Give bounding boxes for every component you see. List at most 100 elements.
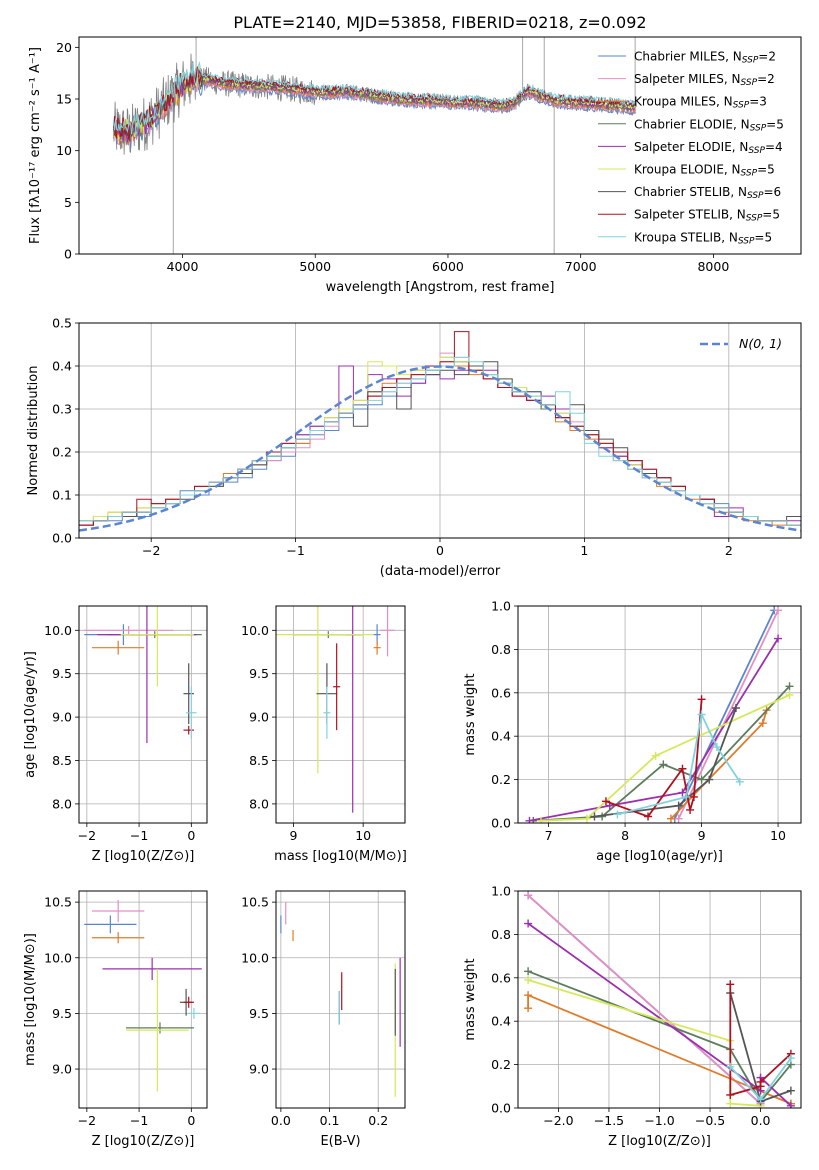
- weight-series-line: [605, 699, 703, 818]
- y-tick-label: 0.8: [491, 927, 511, 942]
- figure-title: PLATE=2140, MJD=53858, FIBERID=0218, z=0…: [233, 13, 646, 32]
- x-tick-label: −2: [78, 828, 96, 843]
- errorbar-point: [84, 625, 174, 635]
- legend-entry: N(0, 1): [739, 336, 782, 351]
- normal-curve-line: [79, 365, 801, 532]
- y-tick-label: 5: [64, 195, 72, 210]
- y-tick-label: 0.0: [491, 1101, 511, 1116]
- residuals-axes: −2 −1 0 1 2 0.0 0.1 0.2 0.3 0.4 0.5: [52, 316, 801, 558]
- spectrum-frame: [78, 36, 802, 255]
- y-tick-label: 9.5: [249, 1006, 269, 1021]
- x-tick-label: 0.1: [320, 1113, 340, 1128]
- weight-point-marker: [786, 1101, 795, 1108]
- weight-point-marker: [712, 743, 721, 752]
- y-tick-label: 0: [64, 247, 72, 262]
- weight-point-marker: [613, 810, 622, 819]
- errorbar-point: [183, 725, 194, 735]
- x-tick-label: 10: [770, 828, 786, 843]
- legend-entry: Chabrier MILES, NSSP=2: [634, 50, 776, 66]
- y-tick-label: 8.5: [249, 753, 269, 768]
- errorbar-point: [92, 899, 145, 923]
- x-tick-label: 9: [289, 828, 297, 843]
- mass-weight-vs-z-plot-area: [524, 891, 795, 1108]
- x-tick-label: 0.0: [751, 1113, 771, 1128]
- y-tick-label: 0.6: [491, 970, 511, 985]
- errorbar-point: [187, 1007, 201, 1019]
- y-tick-label: 10: [56, 143, 72, 158]
- x-tick-label: −1: [130, 1113, 148, 1128]
- errorbar-point: [120, 606, 194, 687]
- legend-entry: Kroupa MILES, NSSP=3: [634, 95, 767, 111]
- errorbar-point: [323, 686, 331, 739]
- errorbar-point: [183, 663, 194, 725]
- age-vs-z-plot-area: [84, 606, 202, 744]
- y-tick-label: 0.4: [491, 1014, 511, 1029]
- age-vs-z-ylabel: age [log10(age/yr)]: [23, 651, 38, 778]
- y-tick-label: 10.0: [241, 950, 269, 965]
- spectrum-axes: 4000 5000 6000 7000 8000 0 5 10 15 20: [56, 40, 729, 274]
- errorbar-point: [333, 643, 341, 731]
- x-tick-label: 7: [545, 828, 553, 843]
- errorbar-point: [380, 606, 395, 657]
- legend-entry: Salpeter ELODIE, NSSP=4: [634, 140, 783, 156]
- weight-point-marker: [726, 1099, 735, 1108]
- weight-point-marker: [756, 1077, 765, 1086]
- mass-vs-z-plot-area: [84, 899, 202, 1092]
- weight-point-marker: [524, 975, 533, 984]
- legend-entry: Kroupa STELIB, NSSP=5: [634, 230, 772, 246]
- y-tick-label: 9.0: [249, 710, 269, 725]
- residuals-frame: [78, 322, 802, 539]
- x-tick-label: 0: [187, 828, 195, 843]
- weight-point-marker: [524, 991, 533, 1000]
- weight-point-marker: [785, 682, 794, 691]
- weight-point-marker: [689, 792, 698, 801]
- age-vs-mass-axes: 9 10 8.0 8.5 9.0 9.5 10.0: [241, 606, 405, 843]
- weight-point-marker: [678, 788, 687, 797]
- x-tick-label: 0: [187, 1113, 195, 1128]
- x-tick-label: 9: [698, 828, 706, 843]
- y-tick-label: 10.0: [44, 950, 72, 965]
- weight-point-marker: [756, 1095, 765, 1104]
- x-tick-label: 1: [580, 543, 588, 558]
- weight-point-marker: [666, 814, 675, 823]
- mass-vs-z-axes: −2 −1 0 9.0 9.5 10.0 10.5: [44, 891, 207, 1128]
- weight-point-marker: [686, 805, 695, 814]
- weight-point-marker: [726, 1062, 735, 1071]
- legend-entry: Chabrier ELODIE, NSSP=5: [634, 117, 784, 133]
- y-tick-label: 0.0: [491, 816, 511, 831]
- mass-weight-vs-age-ylabel: mass weight: [463, 673, 478, 755]
- weight-point-marker: [758, 719, 767, 728]
- age-vs-mass-xlabel: mass [log10(M/M⊙)]: [274, 849, 407, 864]
- spectrum-xlabel: wavelength [Angstrom, rest frame]: [326, 280, 555, 295]
- weight-point-marker: [786, 1054, 795, 1063]
- model-spectrum-line: [113, 74, 637, 150]
- x-tick-label: −2: [142, 543, 160, 558]
- weight-point-marker: [774, 634, 783, 643]
- x-tick-label: 8000: [697, 259, 729, 274]
- weight-point-marker: [705, 775, 714, 784]
- y-tick-label: 1.0: [491, 884, 511, 899]
- age-vs-mass-frame: [275, 605, 406, 824]
- y-tick-label: 15: [56, 92, 72, 107]
- weight-point-marker: [644, 812, 653, 821]
- weight-point-marker: [674, 801, 683, 810]
- errorbar-point: [92, 932, 145, 944]
- x-tick-label: 4000: [167, 259, 199, 274]
- spectrum-ylabel: Flux [fλ10⁻¹⁷ erg cm⁻² s⁻¹ A⁻¹]: [28, 47, 43, 244]
- model-spectrum-line: [113, 61, 637, 136]
- x-tick-label: 0.2: [368, 1113, 388, 1128]
- y-tick-label: 10.0: [241, 623, 269, 638]
- weight-series-line: [594, 707, 737, 818]
- weight-point-marker: [726, 980, 735, 989]
- residuals-legend: N(0, 1): [700, 336, 782, 351]
- y-tick-label: 8.0: [52, 796, 72, 811]
- x-tick-label: 0.0: [271, 1113, 291, 1128]
- mass-vs-ebv-frame: [275, 890, 406, 1109]
- legend-entry: Salpeter STELIB, NSSP=5: [634, 208, 780, 224]
- y-tick-label: 0.1: [52, 488, 72, 503]
- weight-point-marker: [536, 816, 545, 823]
- errorbar-point: [186, 686, 197, 739]
- weight-point-marker: [590, 812, 599, 821]
- x-tick-label: −1: [130, 828, 148, 843]
